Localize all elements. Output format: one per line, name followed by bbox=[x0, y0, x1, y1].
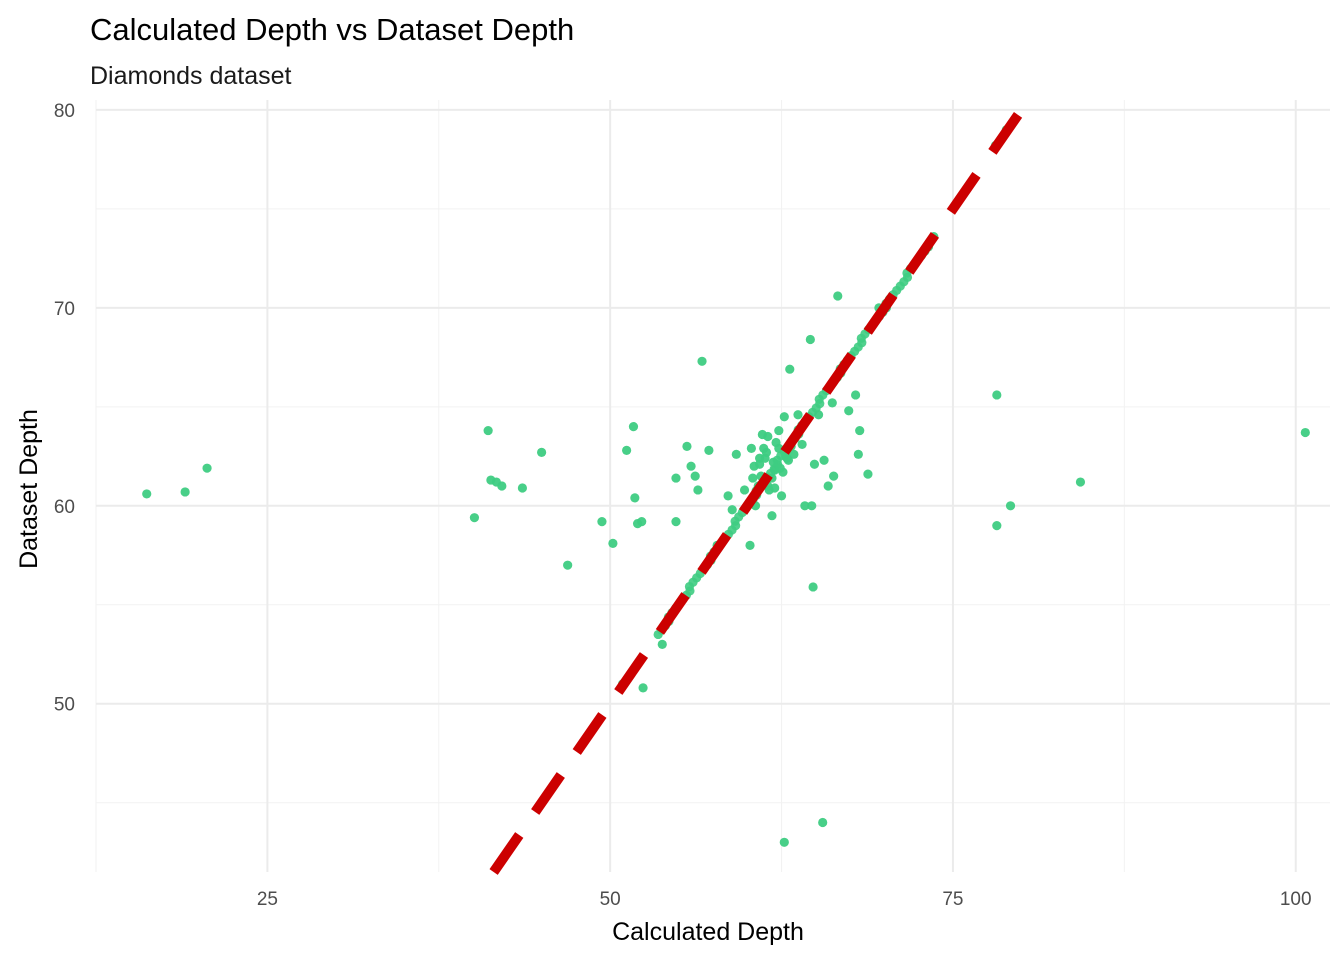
data-point bbox=[517, 483, 528, 493]
grid bbox=[95, 100, 1330, 872]
data-point bbox=[775, 463, 785, 473]
data-point bbox=[142, 489, 152, 499]
data-point bbox=[638, 683, 648, 693]
data-point bbox=[693, 485, 703, 495]
x-tick-label: 50 bbox=[600, 889, 621, 910]
data-point bbox=[1300, 427, 1310, 438]
data-point bbox=[690, 471, 700, 481]
data-point bbox=[863, 469, 873, 479]
y-tick-label: 50 bbox=[54, 695, 75, 716]
data-point bbox=[823, 481, 833, 491]
data-point bbox=[771, 437, 781, 448]
data-point bbox=[686, 461, 696, 471]
data-point bbox=[789, 449, 799, 459]
y-tick-label: 60 bbox=[54, 497, 75, 518]
data-point bbox=[800, 501, 810, 511]
data-point bbox=[807, 501, 817, 511]
data-point bbox=[497, 481, 507, 491]
x-axis-tick-labels: 25 50 75 100 bbox=[257, 889, 1312, 910]
data-point bbox=[745, 540, 755, 550]
data-point bbox=[608, 538, 618, 549]
data-point bbox=[809, 459, 820, 469]
data-point bbox=[855, 425, 865, 436]
data-point bbox=[537, 447, 547, 457]
data-point bbox=[755, 453, 765, 463]
data-point bbox=[597, 517, 607, 527]
y-axis-title: Dataset Depth bbox=[15, 409, 43, 569]
data-point bbox=[657, 639, 667, 649]
data-point bbox=[827, 398, 837, 408]
data-point bbox=[749, 461, 759, 471]
data-point bbox=[469, 513, 480, 523]
data-point bbox=[767, 511, 777, 521]
y-tick-label: 70 bbox=[54, 299, 75, 320]
data-point bbox=[770, 483, 780, 493]
data-point bbox=[180, 487, 190, 497]
data-point bbox=[746, 443, 756, 453]
data-point bbox=[992, 390, 1002, 400]
data-point bbox=[697, 356, 707, 366]
data-point bbox=[818, 817, 828, 828]
data-point bbox=[704, 445, 714, 455]
data-point bbox=[829, 471, 839, 481]
data-point bbox=[682, 441, 692, 452]
data-point bbox=[853, 449, 863, 459]
data-point bbox=[774, 425, 784, 436]
data-point bbox=[622, 445, 632, 455]
data-point bbox=[819, 455, 829, 465]
data-point bbox=[727, 505, 737, 515]
data-point bbox=[833, 291, 843, 301]
reference-line bbox=[489, 97, 1033, 875]
data-point bbox=[1075, 477, 1086, 487]
data-point bbox=[1005, 501, 1016, 511]
data-point bbox=[563, 560, 573, 570]
chart-subtitle: Diamonds dataset bbox=[90, 62, 292, 90]
x-tick-label: 75 bbox=[942, 889, 963, 910]
data-point bbox=[628, 422, 639, 432]
reference-line-group bbox=[489, 97, 1033, 875]
data-point bbox=[748, 473, 758, 483]
y-tick-label: 80 bbox=[54, 101, 75, 122]
data-point bbox=[797, 439, 807, 450]
data-point bbox=[723, 491, 733, 501]
data-point bbox=[850, 390, 861, 400]
data-point bbox=[671, 473, 681, 483]
data-point bbox=[731, 449, 741, 459]
data-point bbox=[763, 431, 773, 442]
data-point bbox=[671, 517, 681, 527]
data-point bbox=[793, 410, 803, 420]
data-point bbox=[630, 493, 640, 503]
data-point bbox=[768, 457, 778, 467]
data-point bbox=[805, 334, 815, 345]
data-point bbox=[776, 491, 787, 501]
x-tick-label: 25 bbox=[257, 889, 278, 910]
data-point bbox=[779, 412, 789, 422]
data-point bbox=[637, 517, 647, 527]
data-point bbox=[808, 582, 818, 592]
data-point bbox=[783, 455, 794, 465]
x-tick-label: 100 bbox=[1280, 889, 1312, 910]
data-point bbox=[483, 425, 493, 436]
data-point bbox=[844, 406, 854, 416]
data-point bbox=[785, 364, 795, 374]
y-axis-tick-labels: 50 60 70 80 bbox=[54, 101, 75, 716]
x-axis-title: Calculated Depth bbox=[612, 918, 804, 946]
data-point bbox=[992, 520, 1002, 531]
chart-title: Calculated Depth vs Dataset Depth bbox=[90, 12, 574, 47]
points bbox=[142, 125, 1310, 847]
data-point bbox=[779, 837, 789, 847]
data-point bbox=[759, 443, 769, 453]
data-point bbox=[739, 485, 750, 495]
data-point bbox=[202, 463, 212, 473]
